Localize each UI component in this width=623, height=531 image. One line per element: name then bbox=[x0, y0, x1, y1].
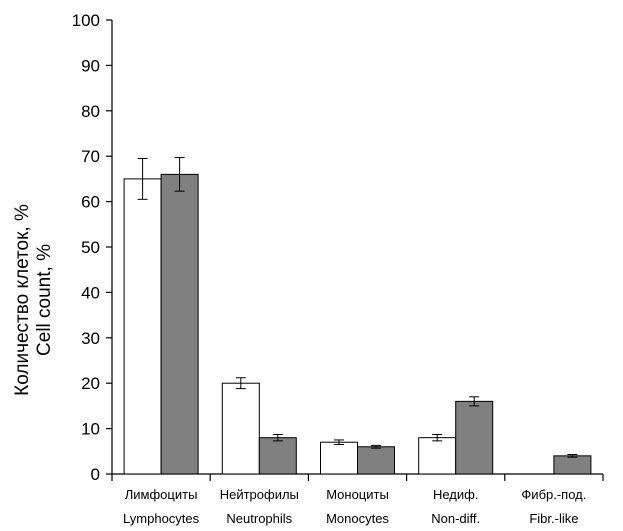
y-axis-label-line-en: Cell count, % bbox=[34, 244, 55, 356]
y-tick-label: 60 bbox=[81, 193, 100, 212]
bar bbox=[553, 455, 592, 475]
y-tick-label: 10 bbox=[81, 420, 100, 439]
x-tick-label-en: Fibr.-like bbox=[529, 511, 578, 526]
bar bbox=[418, 437, 457, 475]
bar bbox=[123, 178, 162, 475]
plot-area: 0 10 20 30 40 50 60 70 80 90 100 Лимфоциты Lymphocyt… bbox=[72, 11, 604, 526]
x-tick-label-ru: Фибр.-под. bbox=[521, 487, 586, 502]
x-tick-label-en: Non-diff. bbox=[431, 511, 480, 526]
y-axis-label-line-ru: Количество клеток, % bbox=[12, 204, 33, 396]
bar bbox=[455, 400, 494, 475]
x-tick-label-en: Lymphocytes bbox=[123, 511, 200, 526]
y-tick-label: 90 bbox=[81, 56, 100, 75]
bar bbox=[258, 437, 297, 475]
x-tick-label-ru: Недиф. bbox=[433, 487, 479, 502]
bar bbox=[357, 446, 395, 475]
x-tick-label-en: Monocytes bbox=[326, 511, 389, 526]
y-tick-label: 50 bbox=[81, 238, 100, 257]
y-tick-label: 100 bbox=[72, 11, 100, 30]
x-tick-label-ru: Лимфоциты bbox=[125, 487, 198, 502]
bar bbox=[320, 441, 358, 475]
y-tick-label: 70 bbox=[81, 147, 100, 166]
x-tick-label-en: Neutrophils bbox=[226, 511, 292, 526]
bar bbox=[221, 382, 260, 475]
y-axis-label: Количество клеток, % Cell count, % bbox=[12, 204, 55, 396]
x-tick-label-ru: Нейтрофилы bbox=[220, 487, 299, 502]
y-tick-label: 40 bbox=[81, 283, 100, 302]
y-tick-label: 0 bbox=[91, 465, 100, 484]
y-tick-label: 80 bbox=[81, 102, 100, 121]
y-tick-label: 20 bbox=[81, 374, 100, 393]
bar bbox=[160, 173, 199, 475]
x-tick-label-ru: Моноциты bbox=[326, 487, 389, 502]
y-tick-label: 30 bbox=[81, 329, 100, 348]
